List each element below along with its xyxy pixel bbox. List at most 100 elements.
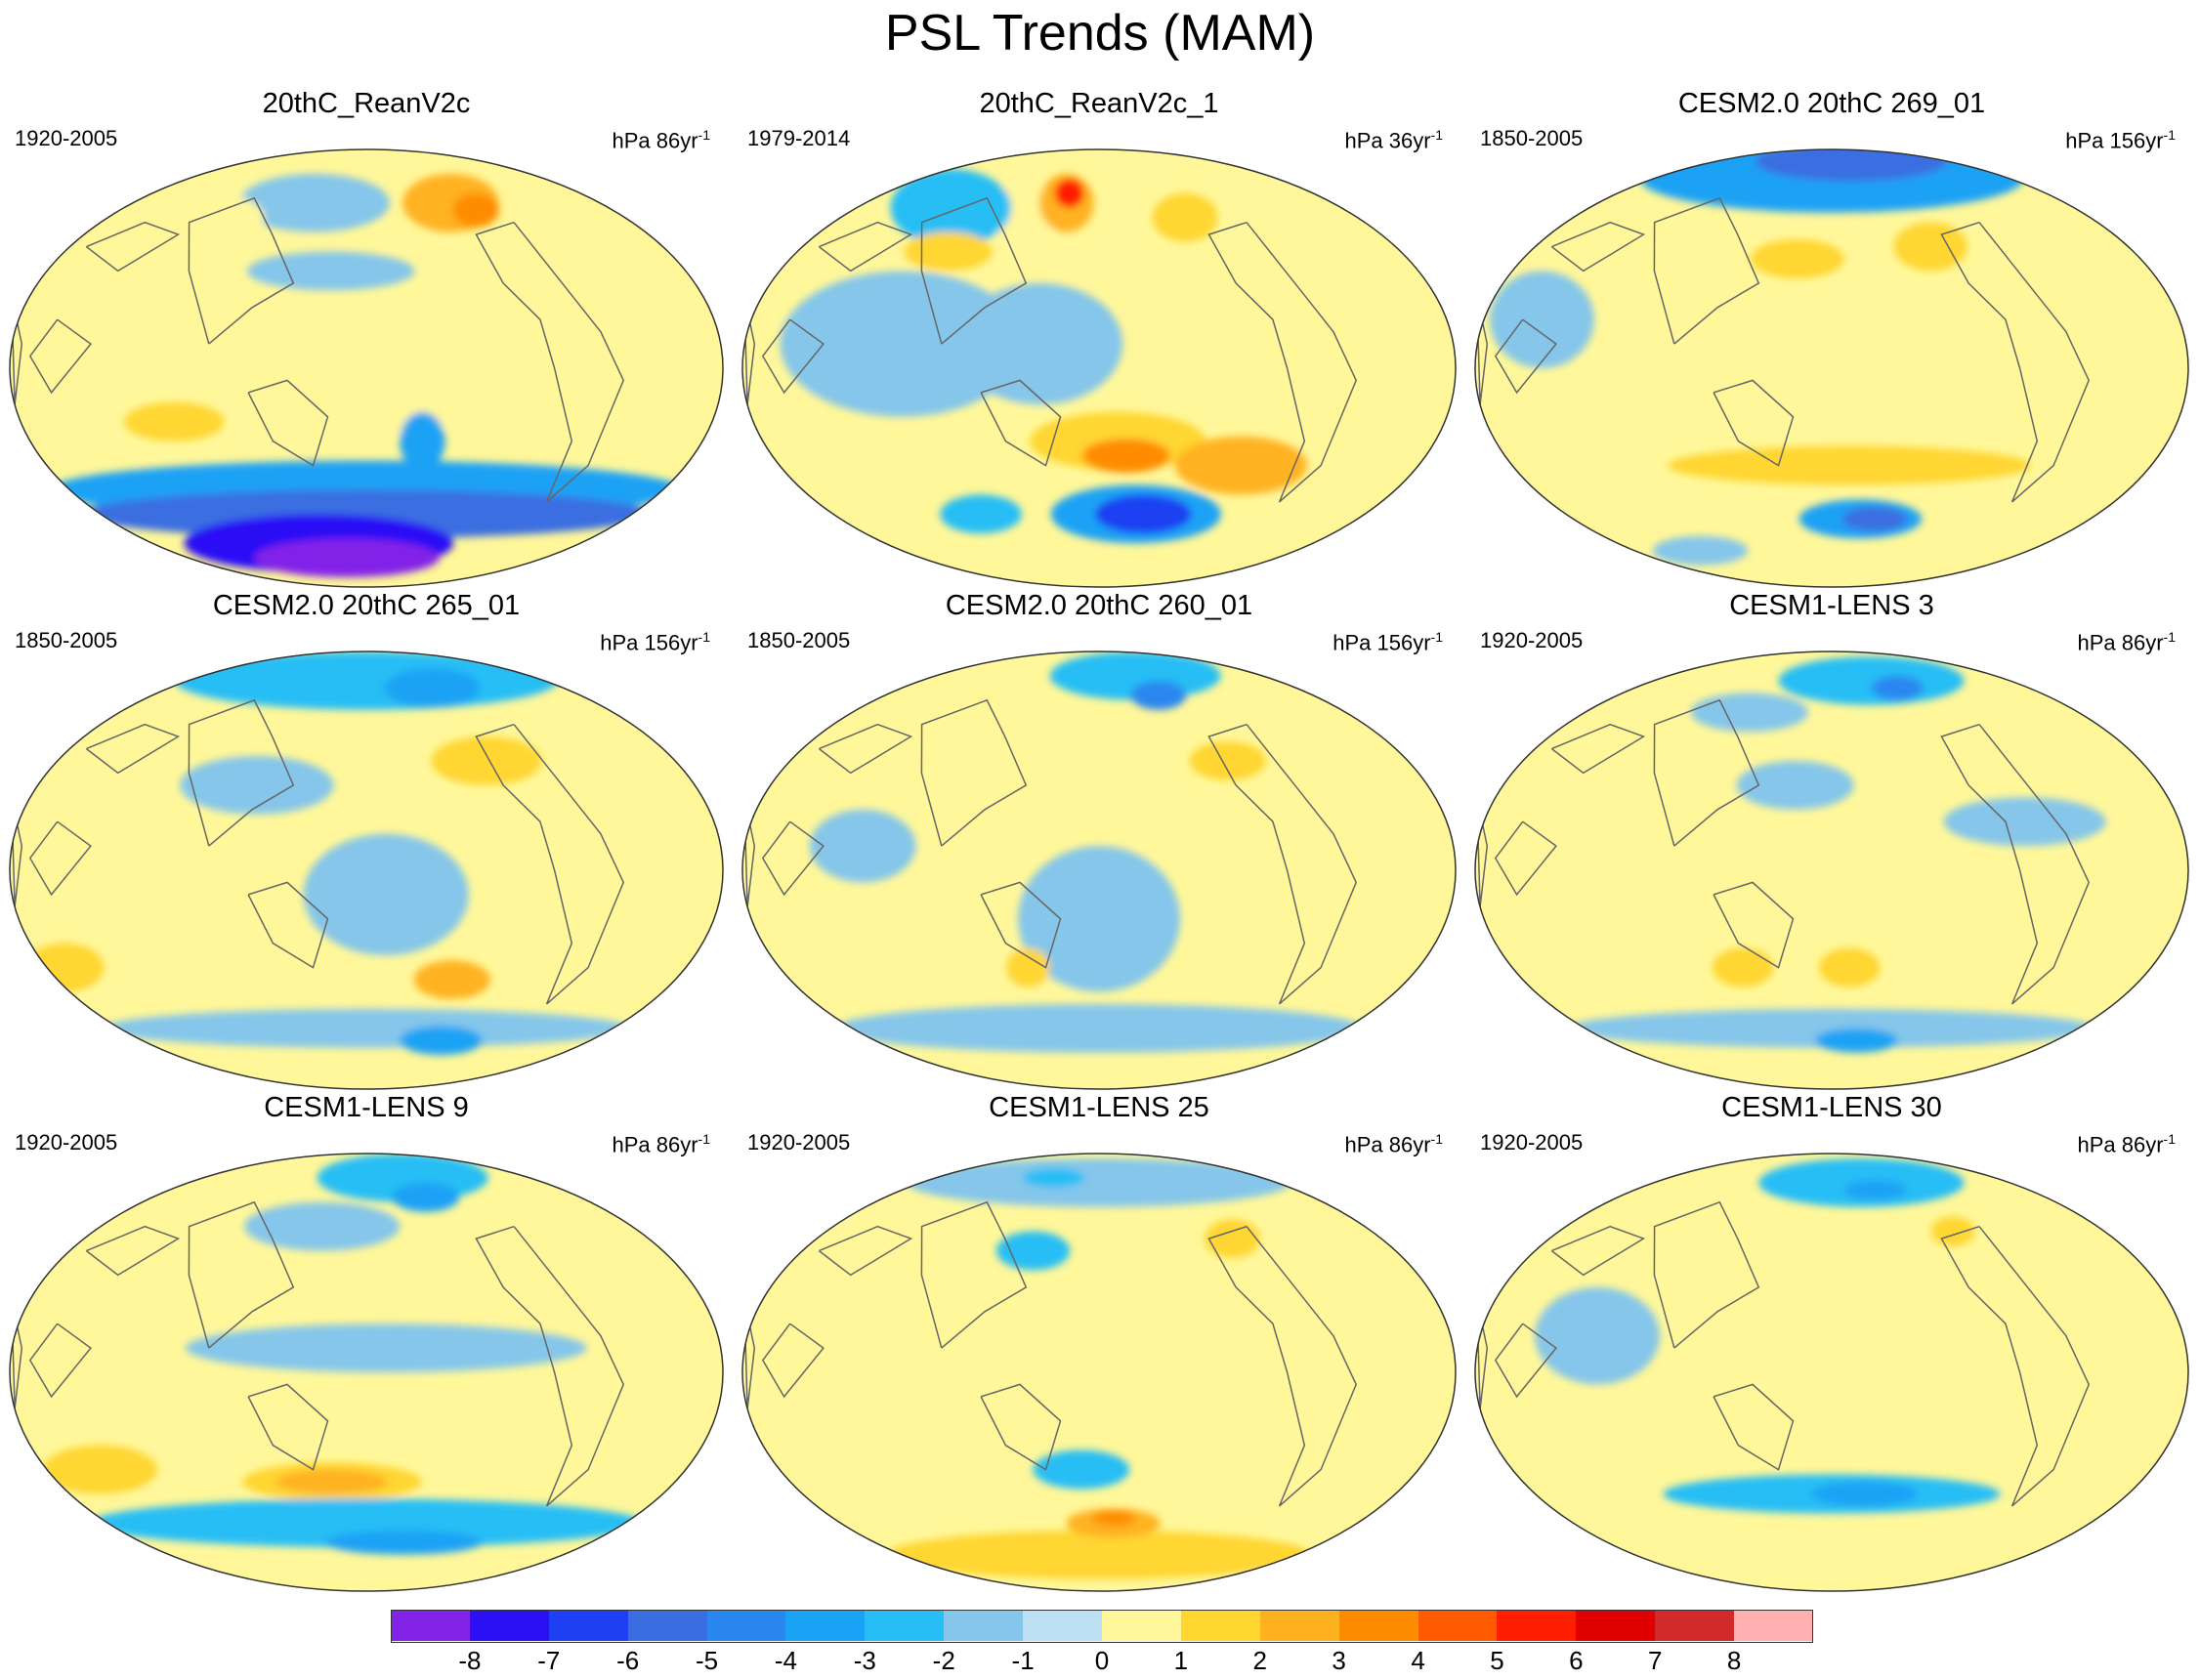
trend-anomaly [177, 305, 497, 359]
coastline [761, 820, 825, 897]
coastline [818, 1225, 913, 1277]
panel-period: 1979-2014 [747, 126, 851, 150]
coastline [1713, 379, 1795, 467]
colorbar-box [627, 1610, 708, 1641]
panel-title: CESM1-LENS 9 [264, 1092, 469, 1123]
map-canvas [741, 1153, 1457, 1592]
coastline [818, 221, 913, 273]
units-text: hPa 156yr [1333, 630, 1431, 655]
trend-anomaly [253, 538, 440, 578]
coastline [1550, 221, 1646, 273]
units-exponent: -1 [1430, 1131, 1443, 1147]
coastline [920, 196, 1028, 345]
coastline [475, 1225, 625, 1507]
trend-anomaly [1652, 1534, 2011, 1575]
trend-anomaly [1843, 1180, 1907, 1200]
panel-units: hPa 86yr-1 [612, 1125, 710, 1158]
coastline [1940, 1225, 2091, 1507]
coastline [920, 698, 1028, 847]
trend-anomaly [1750, 239, 1844, 278]
trend-anomaly [303, 833, 469, 956]
map-border [9, 651, 724, 1090]
panel-units: hPa 86yr-1 [612, 121, 710, 154]
units-text: hPa 156yr [600, 630, 698, 655]
map-border [741, 651, 1457, 1090]
coastline [85, 1225, 181, 1277]
colorbar-label: -2 [932, 1646, 955, 1675]
colorbar-box [391, 1610, 471, 1641]
map-border [9, 1153, 724, 1592]
trend-anomaly [1690, 693, 1808, 733]
map-panel: CESM1-LENS 30 1920-2005 hPa 86yr-1 [1470, 1090, 2193, 1598]
coastline [1494, 820, 1557, 897]
coastline [1940, 221, 2091, 503]
trend-anomaly [238, 173, 390, 232]
trend-anomaly [102, 1008, 631, 1048]
coastline [980, 1383, 1062, 1471]
map-border [1474, 1153, 2189, 1592]
units-exponent: -1 [2163, 1131, 2176, 1147]
trend-anomaly [1095, 494, 1192, 534]
units-exponent: -1 [698, 127, 710, 143]
colorbar-label: 7 [1647, 1646, 1663, 1675]
units-text: hPa 86yr [2077, 1132, 2164, 1157]
trend-anomaly [1778, 655, 1965, 705]
coastline [818, 723, 913, 775]
colorbar-label: 8 [1726, 1646, 1742, 1675]
panel-title: 20thC_ReanV2c [262, 88, 471, 119]
colorbar-label: 1 [1173, 1646, 1189, 1675]
trend-anomaly [1152, 192, 1218, 242]
units-exponent: -1 [698, 1131, 710, 1147]
colorbar-label: -6 [616, 1646, 640, 1675]
colorbar-label: 3 [1332, 1646, 1346, 1675]
colorbar-box [469, 1610, 550, 1641]
map-background [10, 1154, 723, 1591]
trend-anomaly [1930, 1216, 1975, 1246]
coastline [1940, 723, 2091, 1005]
colorbar-box [548, 1610, 629, 1641]
colorbar-label: -5 [695, 1646, 719, 1675]
trend-anomaly [1006, 947, 1050, 987]
figure-title: PSL Trends (MAM) [884, 5, 1316, 62]
map-panel: CESM2.0 20thC 260_01 1850-2005 hPa 156yr-1 [738, 588, 1460, 1096]
coastline [761, 318, 825, 395]
panel-units: hPa 36yr-1 [1344, 121, 1443, 154]
trend-anomaly [89, 1498, 644, 1548]
trend-anomaly [24, 943, 105, 992]
map-border [1474, 651, 2189, 1090]
trend-anomaly [174, 651, 559, 710]
colorbar [391, 1610, 1814, 1643]
trend-anomaly [324, 1530, 483, 1555]
coastline [85, 221, 181, 273]
map-panel: CESM1-LENS 3 1920-2005 hPa 86yr-1 [1470, 588, 2193, 1096]
colorbar-box [1734, 1610, 1814, 1641]
panel-period: 1920-2005 [15, 1130, 118, 1155]
trend-anomaly [246, 251, 415, 291]
colorbar-box [1338, 1610, 1419, 1641]
map-canvas [9, 148, 724, 588]
panel-title: CESM2.0 20thC 260_01 [945, 590, 1253, 621]
coastline [1207, 723, 1358, 1005]
trend-anomaly [1652, 535, 1749, 566]
colorbar-box [785, 1610, 866, 1641]
coastline [980, 881, 1062, 969]
map-panel: 20thC_ReanV2c 1920-2005 hPa 86yr-1 [5, 86, 728, 594]
trend-anomaly [43, 1445, 158, 1494]
coastline [28, 1323, 92, 1399]
panel-period: 1920-2005 [1480, 628, 1584, 652]
units-exponent: -1 [698, 629, 710, 645]
coastline [475, 723, 625, 1005]
colorbar-box [944, 1610, 1024, 1641]
colorbar-label: -4 [774, 1646, 797, 1675]
trend-anomaly [1022, 1167, 1085, 1188]
map-canvas [741, 148, 1457, 588]
units-exponent: -1 [1430, 629, 1443, 645]
coastline [1494, 1323, 1557, 1399]
trend-anomaly [995, 1231, 1071, 1271]
map-canvas [1474, 651, 2189, 1090]
panel-title: CESM1-LENS 25 [989, 1092, 1209, 1123]
map-background [1475, 651, 2188, 1089]
panel-period: 1920-2005 [15, 126, 118, 150]
coastline [1207, 1225, 1358, 1507]
panel-title: CESM1-LENS 3 [1729, 590, 1934, 621]
